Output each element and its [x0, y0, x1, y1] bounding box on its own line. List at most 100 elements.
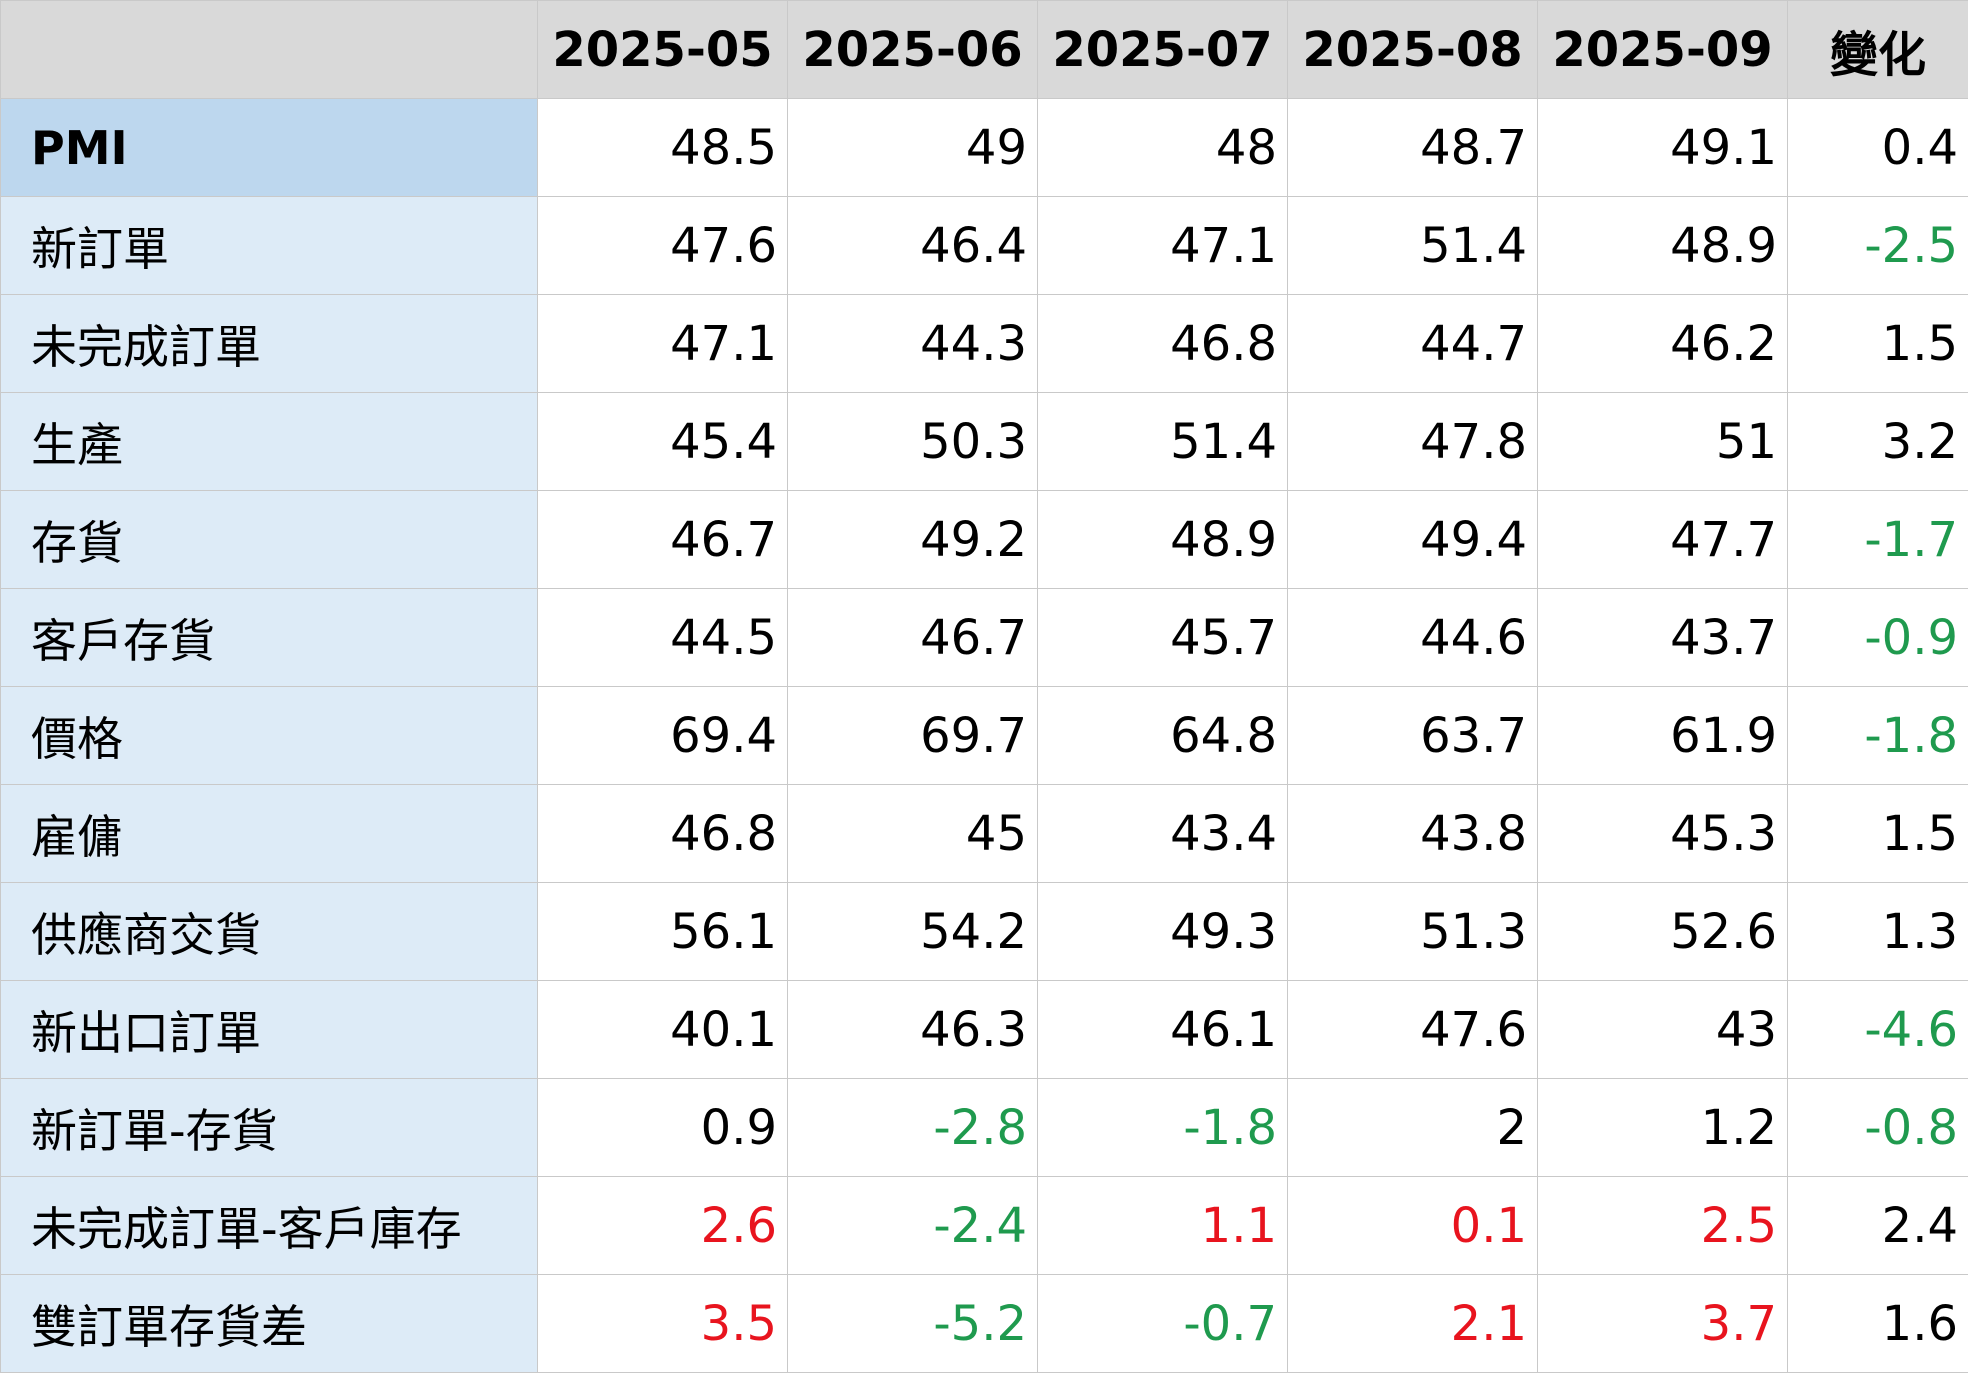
- value-cell: 46.3: [787, 980, 1038, 1079]
- value-cell: -4.6: [1787, 980, 1968, 1079]
- value-cell: 45.7: [1037, 588, 1288, 687]
- row-label: 存貨: [0, 490, 538, 589]
- value-cell: -5.2: [787, 1274, 1038, 1373]
- value-cell: 49.1: [1537, 98, 1788, 197]
- value-cell: 46.8: [537, 784, 788, 883]
- row-label: 新訂單-存貨: [0, 1078, 538, 1177]
- row-label: 雙訂單存貨差: [0, 1274, 538, 1373]
- column-header: 變化: [1787, 0, 1968, 99]
- table-row: 新訂單 47.6 46.4 47.1 51.4 48.9 -2.5: [0, 196, 1968, 295]
- row-label: PMI: [0, 98, 538, 197]
- value-cell: 46.7: [787, 588, 1038, 687]
- value-cell: -1.8: [1787, 686, 1968, 785]
- value-cell: 43.8: [1287, 784, 1538, 883]
- row-label: 未完成訂單: [0, 294, 538, 393]
- row-label: 價格: [0, 686, 538, 785]
- table-row: 客戶存貨 44.5 46.7 45.7 44.6 43.7 -0.9: [0, 588, 1968, 687]
- value-cell: 44.3: [787, 294, 1038, 393]
- value-cell: 43: [1537, 980, 1788, 1079]
- table-row: 新訂單-存貨 0.9 -2.8 -1.8 2 1.2 -0.8: [0, 1078, 1968, 1177]
- value-cell: 50.3: [787, 392, 1038, 491]
- table-row: 生產 45.4 50.3 51.4 47.8 51 3.2: [0, 392, 1968, 491]
- value-cell: 1.5: [1787, 784, 1968, 883]
- value-cell: -1.8: [1037, 1078, 1288, 1177]
- value-cell: 64.8: [1037, 686, 1288, 785]
- value-cell: 43.7: [1537, 588, 1788, 687]
- row-label: 新出口訂單: [0, 980, 538, 1079]
- value-cell: 3.2: [1787, 392, 1968, 491]
- header-row: 2025-05 2025-06 2025-07 2025-08 2025-09 變化: [0, 0, 1968, 99]
- value-cell: -2.8: [787, 1078, 1038, 1177]
- value-cell: 48.7: [1287, 98, 1538, 197]
- value-cell: 48.9: [1037, 490, 1288, 589]
- value-cell: 45.3: [1537, 784, 1788, 883]
- value-cell: 2.1: [1287, 1274, 1538, 1373]
- value-cell: 46.4: [787, 196, 1038, 295]
- table-row: 未完成訂單-客戶庫存 2.6 -2.4 1.1 0.1 2.5 2.4: [0, 1176, 1968, 1275]
- value-cell: 3.5: [537, 1274, 788, 1373]
- value-cell: 48.9: [1537, 196, 1788, 295]
- value-cell: -1.7: [1787, 490, 1968, 589]
- value-cell: 47.8: [1287, 392, 1538, 491]
- value-cell: 51.4: [1287, 196, 1538, 295]
- table-row: 雇傭 46.8 45 43.4 43.8 45.3 1.5: [0, 784, 1968, 883]
- column-header: 2025-09: [1537, 0, 1788, 99]
- value-cell: 54.2: [787, 882, 1038, 981]
- value-cell: 69.4: [537, 686, 788, 785]
- value-cell: 44.5: [537, 588, 788, 687]
- value-cell: 43.4: [1037, 784, 1288, 883]
- value-cell: -0.8: [1787, 1078, 1968, 1177]
- value-cell: 46.7: [537, 490, 788, 589]
- column-header: 2025-05: [537, 0, 788, 99]
- value-cell: -0.9: [1787, 588, 1968, 687]
- value-cell: 2.5: [1537, 1176, 1788, 1275]
- value-cell: 40.1: [537, 980, 788, 1079]
- column-header: 2025-08: [1287, 0, 1538, 99]
- value-cell: 51.3: [1287, 882, 1538, 981]
- value-cell: 0.9: [537, 1078, 788, 1177]
- column-header: 2025-06: [787, 0, 1038, 99]
- column-header: 2025-07: [1037, 0, 1288, 99]
- value-cell: 45.4: [537, 392, 788, 491]
- value-cell: 49.4: [1287, 490, 1538, 589]
- value-cell: 48: [1037, 98, 1288, 197]
- table-row: 新出口訂單 40.1 46.3 46.1 47.6 43 -4.6: [0, 980, 1968, 1079]
- value-cell: 51: [1537, 392, 1788, 491]
- value-cell: 56.1: [537, 882, 788, 981]
- value-cell: 44.6: [1287, 588, 1538, 687]
- value-cell: 1.6: [1787, 1274, 1968, 1373]
- value-cell: 46.8: [1037, 294, 1288, 393]
- value-cell: -0.7: [1037, 1274, 1288, 1373]
- corner-cell: [0, 0, 538, 99]
- table-row: 存貨 46.7 49.2 48.9 49.4 47.7 -1.7: [0, 490, 1968, 589]
- value-cell: 51.4: [1037, 392, 1288, 491]
- table-body: PMI 48.5 49 48 48.7 49.1 0.4 新訂單 47.6 46.4 47.1 51.…: [0, 98, 1968, 1373]
- value-cell: 1.2: [1537, 1078, 1788, 1177]
- table-row: PMI 48.5 49 48 48.7 49.1 0.4: [0, 98, 1968, 197]
- row-label: 未完成訂單-客戶庫存: [0, 1176, 538, 1275]
- value-cell: -2.5: [1787, 196, 1968, 295]
- value-cell: 47.6: [1287, 980, 1538, 1079]
- row-label: 雇傭: [0, 784, 538, 883]
- value-cell: 1.1: [1037, 1176, 1288, 1275]
- value-cell: 45: [787, 784, 1038, 883]
- table-row: 雙訂單存貨差 3.5 -5.2 -0.7 2.1 3.7 1.6: [0, 1274, 1968, 1373]
- value-cell: 49: [787, 98, 1038, 197]
- value-cell: 1.3: [1787, 882, 1968, 981]
- row-label: 新訂單: [0, 196, 538, 295]
- value-cell: 44.7: [1287, 294, 1538, 393]
- table-row: 未完成訂單 47.1 44.3 46.8 44.7 46.2 1.5: [0, 294, 1968, 393]
- value-cell: 47.1: [1037, 196, 1288, 295]
- value-cell: 47.7: [1537, 490, 1788, 589]
- value-cell: 1.5: [1787, 294, 1968, 393]
- table-row: 價格 69.4 69.7 64.8 63.7 61.9 -1.8: [0, 686, 1968, 785]
- value-cell: 0.1: [1287, 1176, 1538, 1275]
- value-cell: 2: [1287, 1078, 1538, 1177]
- value-cell: 63.7: [1287, 686, 1538, 785]
- value-cell: 2.4: [1787, 1176, 1968, 1275]
- value-cell: 2.6: [537, 1176, 788, 1275]
- value-cell: -2.4: [787, 1176, 1038, 1275]
- value-cell: 47.6: [537, 196, 788, 295]
- value-cell: 46.2: [1537, 294, 1788, 393]
